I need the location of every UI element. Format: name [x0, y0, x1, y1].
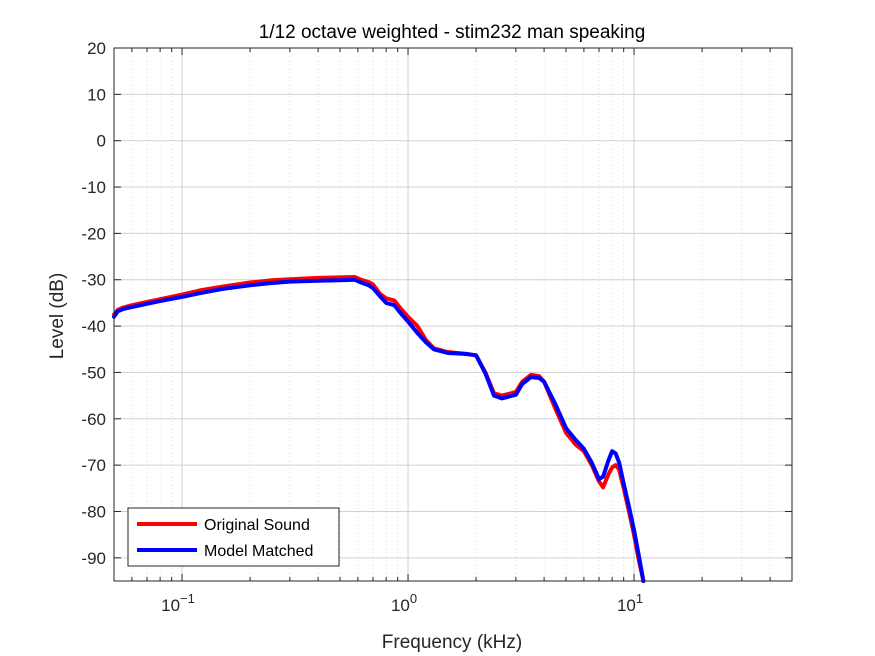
y-tick-label: -60	[81, 410, 106, 429]
y-tick-label: -40	[81, 317, 106, 336]
plot-frame	[113, 47, 793, 582]
y-tick-label: -90	[81, 549, 106, 568]
legend-label-model-matched: Model Matched	[204, 543, 313, 560]
y-tick-label: -30	[81, 271, 106, 290]
y-tick-label: -80	[81, 502, 106, 521]
y-tick-label: -10	[81, 178, 106, 197]
minor-grid	[113, 48, 793, 581]
y-tick-label: 10	[87, 85, 106, 104]
x-tick-label: 101	[617, 591, 643, 615]
x-tick-labels: 10−1 100 101	[161, 591, 643, 615]
y-tick-label: -50	[81, 363, 106, 382]
series-line-model-matched	[112, 277, 646, 583]
y-tick-labels: 20 10 0 -10 -20 -30 -40 -50 -60 -70 -80 -90	[81, 39, 106, 568]
chart-title: 1/12 octave weighted - stim232 man speak…	[259, 22, 646, 43]
x-tick-label: 10−1	[161, 591, 195, 615]
y-tick-label: -20	[81, 224, 106, 243]
series-layer	[112, 275, 646, 583]
y-tick-label: -70	[81, 456, 106, 475]
y-axis-title: Level (dB)	[47, 273, 68, 360]
y-tick-label: 20	[87, 39, 106, 58]
legend-box	[127, 507, 340, 567]
y-tick-label: 0	[97, 132, 106, 151]
plot-area	[114, 48, 792, 581]
legend: Original Sound Model Matched	[127, 507, 340, 567]
x-axis-title: Frequency (kHz)	[382, 632, 522, 653]
legend-label-original-sound: Original Sound	[204, 517, 310, 534]
tick-marks	[113, 47, 793, 581]
x-tick-label: 100	[391, 591, 417, 615]
